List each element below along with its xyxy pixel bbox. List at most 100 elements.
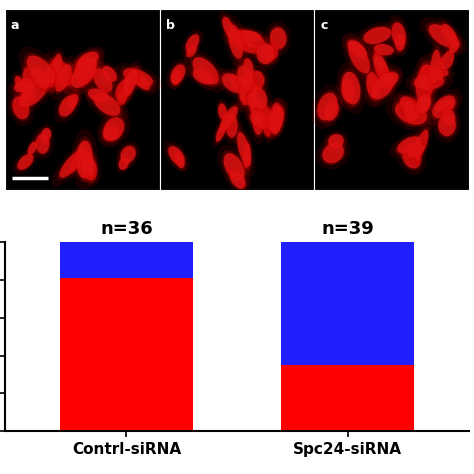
Ellipse shape [440, 22, 460, 48]
Ellipse shape [228, 36, 262, 55]
Ellipse shape [233, 27, 268, 45]
Ellipse shape [171, 69, 182, 86]
Ellipse shape [402, 100, 414, 113]
Ellipse shape [437, 112, 457, 138]
Ellipse shape [247, 98, 278, 131]
Ellipse shape [36, 134, 49, 154]
Ellipse shape [169, 66, 184, 90]
Ellipse shape [325, 101, 339, 121]
Ellipse shape [32, 128, 54, 160]
Ellipse shape [271, 115, 283, 137]
Ellipse shape [123, 70, 137, 87]
Ellipse shape [430, 93, 458, 120]
Ellipse shape [385, 94, 437, 132]
Ellipse shape [114, 63, 162, 92]
Ellipse shape [239, 83, 248, 101]
Ellipse shape [123, 69, 137, 97]
Ellipse shape [222, 73, 244, 93]
Ellipse shape [87, 61, 118, 100]
Ellipse shape [222, 17, 235, 39]
Ellipse shape [403, 141, 429, 161]
Ellipse shape [219, 72, 246, 95]
Ellipse shape [327, 133, 346, 149]
Ellipse shape [12, 71, 28, 97]
Ellipse shape [403, 102, 422, 124]
Ellipse shape [405, 142, 421, 159]
Ellipse shape [101, 115, 126, 143]
Ellipse shape [230, 171, 246, 189]
Ellipse shape [241, 136, 253, 176]
Ellipse shape [229, 73, 245, 92]
Ellipse shape [10, 73, 56, 115]
Ellipse shape [320, 141, 346, 165]
Ellipse shape [324, 130, 348, 152]
Ellipse shape [449, 41, 459, 53]
Ellipse shape [420, 65, 434, 92]
Ellipse shape [261, 47, 273, 62]
Ellipse shape [242, 73, 254, 86]
Ellipse shape [40, 127, 52, 143]
Ellipse shape [236, 128, 253, 170]
Ellipse shape [213, 117, 229, 147]
Ellipse shape [260, 108, 273, 144]
Ellipse shape [441, 51, 454, 70]
Ellipse shape [185, 44, 198, 58]
Ellipse shape [265, 21, 292, 56]
Ellipse shape [114, 77, 134, 102]
Ellipse shape [54, 89, 81, 123]
Ellipse shape [378, 71, 401, 90]
Ellipse shape [218, 103, 227, 120]
Ellipse shape [246, 90, 259, 110]
Ellipse shape [74, 137, 94, 182]
Bar [281, 365, 414, 431]
Ellipse shape [365, 70, 382, 98]
Ellipse shape [239, 30, 262, 41]
Ellipse shape [25, 61, 55, 95]
Ellipse shape [405, 70, 453, 94]
Ellipse shape [416, 94, 431, 114]
Ellipse shape [268, 111, 285, 140]
Ellipse shape [83, 157, 97, 181]
Ellipse shape [425, 64, 451, 78]
Ellipse shape [13, 149, 38, 174]
Ellipse shape [317, 92, 337, 120]
Ellipse shape [399, 97, 417, 117]
Ellipse shape [397, 140, 427, 175]
Ellipse shape [183, 42, 200, 61]
Ellipse shape [341, 79, 354, 102]
Ellipse shape [237, 75, 262, 112]
Ellipse shape [118, 61, 142, 105]
Ellipse shape [50, 56, 77, 100]
Ellipse shape [72, 57, 97, 88]
Ellipse shape [222, 107, 241, 145]
Ellipse shape [238, 68, 257, 90]
Ellipse shape [342, 32, 376, 83]
Ellipse shape [267, 104, 286, 135]
Ellipse shape [233, 122, 255, 177]
Bar [314, 9, 469, 190]
Ellipse shape [374, 44, 394, 55]
Ellipse shape [380, 72, 399, 88]
Ellipse shape [118, 156, 130, 171]
Ellipse shape [42, 68, 58, 92]
Ellipse shape [242, 56, 255, 79]
Ellipse shape [93, 68, 112, 92]
Ellipse shape [71, 46, 105, 74]
Ellipse shape [323, 100, 340, 123]
Ellipse shape [271, 101, 282, 124]
Ellipse shape [120, 66, 156, 88]
Ellipse shape [328, 134, 344, 148]
Ellipse shape [425, 89, 463, 125]
Ellipse shape [117, 89, 128, 105]
Ellipse shape [237, 29, 264, 43]
Ellipse shape [101, 124, 120, 142]
Ellipse shape [172, 70, 181, 85]
Ellipse shape [255, 42, 276, 66]
Ellipse shape [86, 86, 128, 123]
Ellipse shape [226, 70, 248, 96]
Ellipse shape [192, 57, 219, 84]
Ellipse shape [115, 79, 132, 100]
Ellipse shape [244, 108, 276, 134]
Ellipse shape [169, 63, 187, 86]
Ellipse shape [365, 64, 402, 108]
